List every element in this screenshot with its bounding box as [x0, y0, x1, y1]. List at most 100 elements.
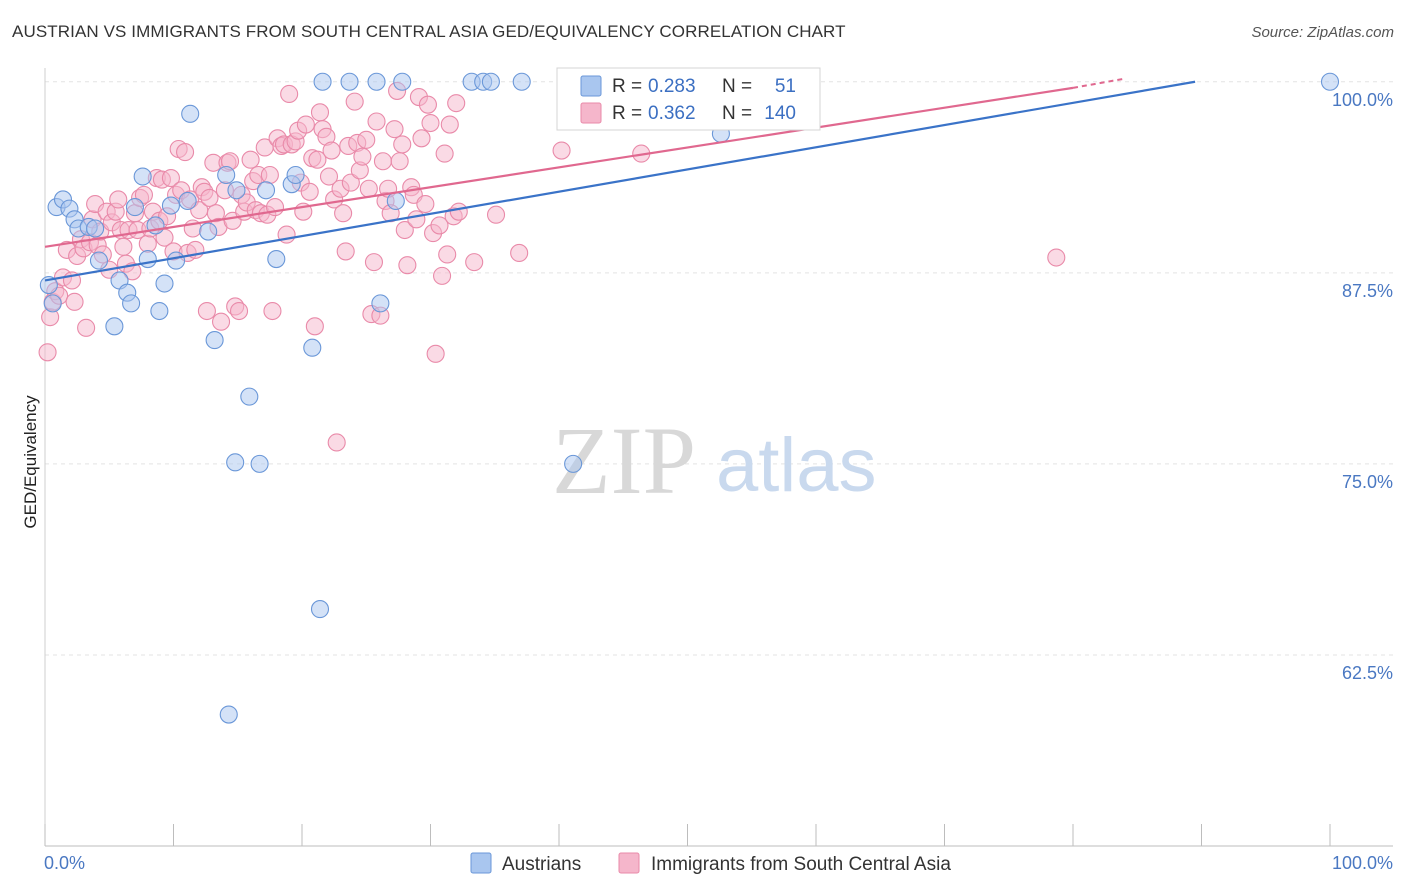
legend-n-value-austrians: 51: [775, 76, 796, 97]
austrians-point: [39, 275, 58, 295]
immigrants-point: [359, 179, 378, 198]
austrians-point: [178, 191, 197, 211]
immigrants-point: [390, 152, 409, 171]
immigrants-point: [465, 253, 484, 272]
legend-swatch-austrians: [580, 75, 602, 97]
austrians-point: [150, 301, 169, 321]
austrians-point: [199, 222, 218, 241]
austrians-point: [310, 600, 330, 619]
immigrants-point: [345, 92, 364, 111]
austrians-point: [303, 338, 322, 357]
immigrants-point: [435, 144, 454, 163]
immigrants-point: [308, 150, 327, 169]
immigrants-point: [393, 135, 412, 154]
immigrants-point: [305, 317, 324, 336]
austrians-point: [181, 104, 200, 123]
austrians-point: [122, 294, 141, 313]
immigrants-point: [364, 253, 384, 272]
series-legend: Austrians Immigrants from South Central …: [470, 852, 951, 875]
legend-n-label-immigrants: N =: [722, 103, 752, 124]
austrians-point: [226, 453, 245, 472]
immigrants-point: [161, 169, 180, 188]
austrians-point: [286, 165, 305, 185]
immigrants-point: [395, 220, 414, 240]
immigrants-point: [336, 242, 355, 261]
immigrants-point: [300, 182, 319, 201]
austrians-point: [161, 196, 180, 215]
austrians-point: [43, 294, 62, 313]
y-tick-labels: 62.5% 75.0% 87.5% 100.0%: [1332, 90, 1393, 683]
austrians-point: [250, 454, 269, 473]
austrians-point: [386, 191, 405, 211]
immigrants-point: [310, 103, 330, 122]
legend-r-value-austrians: 0.283: [648, 76, 696, 97]
austrians-point: [267, 250, 286, 269]
chart-source: Source: ZipAtlas.com: [1251, 24, 1394, 41]
immigrants-point: [357, 130, 376, 149]
immigrants-point: [38, 343, 57, 362]
immigrants-point: [433, 266, 452, 285]
immigrants-point: [176, 143, 195, 162]
austrians-point: [481, 72, 500, 91]
legend-n-label-austrians: N =: [722, 76, 752, 97]
x-tick-label-max: 100.0%: [1332, 853, 1393, 873]
austrians-point: [138, 250, 157, 269]
chart-title: AUSTRIAN VS IMMIGRANTS FROM SOUTH CENTRA…: [12, 22, 846, 41]
series-austrians-points: [39, 72, 1340, 724]
austrians-point: [155, 274, 174, 293]
austrians-point: [86, 219, 105, 238]
bottom-legend-swatch-immigrants: [618, 852, 640, 874]
trend-lines: [44, 77, 1196, 282]
immigrants-point: [229, 301, 249, 321]
austrians-trend-line: [44, 80, 1196, 282]
austrians-point: [125, 198, 144, 217]
stats-legend: R = 0.283 N = 51 R = 0.362 N = 140: [556, 67, 821, 131]
immigrants-point: [447, 94, 466, 113]
bottom-legend-swatch-austrians: [470, 852, 492, 874]
immigrants-point: [552, 141, 571, 160]
immigrants-point: [280, 84, 299, 104]
immigrants-point: [407, 210, 426, 229]
legend-n-value-immigrants: 140: [764, 103, 796, 124]
immigrants-point: [510, 243, 529, 262]
legend-r-label-immigrants: R =: [612, 103, 642, 124]
immigrants-point: [334, 204, 353, 223]
immigrants-point: [341, 173, 360, 192]
legend-swatch-immigrants: [580, 102, 602, 124]
legend-r-label-austrians: R =: [612, 76, 642, 97]
y-tick-label: 62.5%: [1342, 663, 1393, 683]
y-tick-label: 75.0%: [1342, 472, 1393, 492]
immigrants-point: [134, 185, 153, 204]
austrians-point: [89, 251, 109, 270]
austrians-point: [133, 167, 152, 186]
immigrants-point: [1047, 248, 1066, 267]
austrians-point: [219, 705, 238, 724]
grid-lines: [45, 81, 1393, 656]
immigrants-point: [373, 152, 393, 171]
austrians-point: [367, 72, 386, 91]
immigrants-point: [200, 188, 219, 207]
immigrants-point: [438, 245, 457, 264]
immigrants-point: [197, 301, 216, 321]
y-axis-title: GED/Equivalency: [21, 395, 40, 529]
austrians-point: [227, 181, 246, 200]
immigrants-point: [77, 318, 96, 337]
y-tick-label: 100.0%: [1332, 90, 1393, 110]
watermark-atlas: atlas: [716, 423, 877, 508]
austrians-point: [512, 72, 531, 91]
immigrants-point: [426, 344, 445, 363]
immigrants-point: [430, 216, 449, 235]
austrians-point: [240, 387, 259, 406]
y-tick-label: 87.5%: [1342, 281, 1393, 301]
legend-r-value-immigrants: 0.362: [648, 103, 696, 124]
immigrants-point: [421, 113, 440, 133]
axes: [44, 68, 1393, 847]
immigrants-point: [296, 115, 315, 134]
immigrants-point: [263, 301, 282, 321]
immigrants-point: [138, 234, 157, 253]
austrians-point: [1320, 72, 1340, 91]
immigrants-point: [260, 165, 279, 185]
austrians-point: [313, 72, 332, 91]
bottom-legend-label-immigrants: Immigrants from South Central Asia: [651, 854, 951, 875]
austrians-point: [340, 72, 359, 91]
